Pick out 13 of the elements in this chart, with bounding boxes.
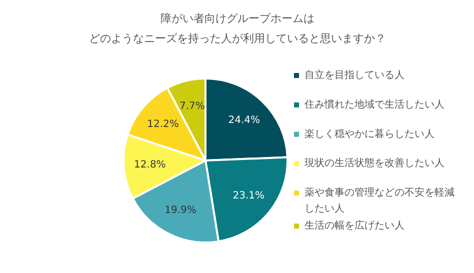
legend-label: 楽しく穏やかに暮らしたい人	[304, 128, 434, 140]
legend-label: 自立を目指している人	[304, 69, 404, 81]
legend-label: 住み慣れた地域で生活したい人	[304, 98, 444, 110]
data-label: 24.4%	[228, 114, 260, 126]
data-label: 12.8%	[134, 159, 166, 170]
data-label: 23.1%	[232, 190, 265, 202]
legend-label: 生活の幅を広げたい人	[304, 220, 404, 232]
data-label: 19.9%	[164, 204, 196, 216]
legend-label: 現状の生活状態を改善したい人	[304, 157, 444, 170]
chart-title: 障がい者向けグループホームはどのようなニーズを持った人が利用していると思いますか？	[89, 12, 386, 45]
data-label: 12.2%	[147, 118, 179, 130]
legend-label: 薬や食事の管理などの不安を軽減したい人	[304, 186, 454, 215]
data-label: 7.7%	[179, 100, 205, 112]
